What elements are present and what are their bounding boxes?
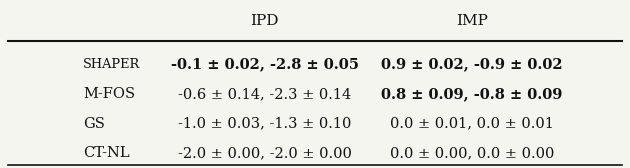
Text: -2.0 ± 0.00, -2.0 ± 0.00: -2.0 ± 0.00, -2.0 ± 0.00 [178, 146, 352, 160]
Text: -0.6 ± 0.14, -2.3 ± 0.14: -0.6 ± 0.14, -2.3 ± 0.14 [178, 87, 352, 101]
Text: GS: GS [83, 117, 105, 131]
Text: IMP: IMP [456, 14, 488, 28]
Text: -1.0 ± 0.03, -1.3 ± 0.10: -1.0 ± 0.03, -1.3 ± 0.10 [178, 117, 352, 131]
Text: 0.0 ± 0.00, 0.0 ± 0.00: 0.0 ± 0.00, 0.0 ± 0.00 [389, 146, 554, 160]
Text: IPD: IPD [251, 14, 279, 28]
Text: CT-NL: CT-NL [83, 146, 130, 160]
Text: 0.0 ± 0.01, 0.0 ± 0.01: 0.0 ± 0.01, 0.0 ± 0.01 [390, 117, 554, 131]
Text: M-FOS: M-FOS [83, 87, 135, 101]
Text: -0.1 ± 0.02, -2.8 ± 0.05: -0.1 ± 0.02, -2.8 ± 0.05 [171, 57, 359, 71]
Text: 0.8 ± 0.09, -0.8 ± 0.09: 0.8 ± 0.09, -0.8 ± 0.09 [381, 87, 563, 101]
Text: SHAPER: SHAPER [83, 58, 140, 71]
Text: 0.9 ± 0.02, -0.9 ± 0.02: 0.9 ± 0.02, -0.9 ± 0.02 [381, 57, 563, 71]
